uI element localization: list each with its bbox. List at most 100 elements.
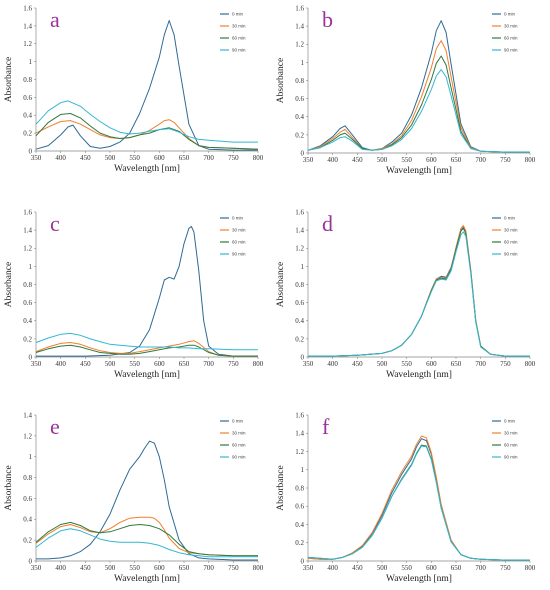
- y-tick-label: 0.8: [23, 76, 32, 84]
- x-tick-label: 500: [377, 360, 388, 368]
- y-tick-label: 0.4: [295, 113, 304, 121]
- x-tick-label: 500: [105, 154, 116, 162]
- legend-label: 0 min: [504, 419, 516, 424]
- legend-label: 30 min: [232, 24, 246, 29]
- series-line-30-min: [307, 435, 530, 561]
- x-axis-label: Wavelength [nm]: [386, 166, 452, 176]
- x-tick-label: 450: [80, 360, 91, 368]
- x-tick-label: 350: [303, 564, 314, 572]
- panel-letter: b: [322, 7, 333, 32]
- legend-label: 30 min: [504, 24, 518, 29]
- legend-label: 60 min: [232, 36, 246, 41]
- x-tick-label: 650: [179, 154, 190, 162]
- x-tick-label: 650: [179, 360, 190, 368]
- x-tick-label: 750: [500, 156, 511, 164]
- x-tick-label: 750: [228, 360, 239, 368]
- y-tick-label: 1: [29, 263, 33, 271]
- y-tick-label: 0: [301, 557, 305, 565]
- x-axis-label: Wavelength [nm]: [114, 370, 180, 380]
- y-tick-label: 0: [29, 353, 33, 361]
- x-tick-label: 800: [253, 564, 264, 572]
- x-tick-label: 400: [327, 156, 338, 164]
- x-axis-label: Wavelength [nm]: [114, 574, 180, 584]
- x-tick-label: 550: [129, 360, 140, 368]
- series-line-60-min: [307, 444, 530, 561]
- panel-a: 0 0.2 0.4 0.6 0.8 1 1.2 1.4 1.6 350 400 450 500 550 60…: [4, 4, 264, 174]
- x-tick-label: 550: [129, 564, 140, 572]
- x-tick-label: 500: [377, 156, 388, 164]
- y-tick-label: 0.2: [295, 131, 304, 139]
- y-tick-label: 0.4: [23, 112, 32, 120]
- x-tick-label: 700: [203, 154, 214, 162]
- y-tick-label: 0.4: [295, 317, 304, 325]
- y-tick-label: 0.8: [23, 474, 32, 482]
- x-tick-label: 450: [352, 564, 363, 572]
- series-line-30-min: [308, 225, 530, 357]
- x-tick-label: 800: [253, 154, 264, 162]
- x-tick-label: 350: [31, 154, 42, 162]
- y-axis-label: Absorbance: [276, 465, 286, 510]
- x-tick-label: 450: [352, 156, 363, 164]
- y-tick-label: 0.6: [23, 299, 32, 307]
- series-line-90-min: [307, 69, 530, 153]
- legend-label: 90 min: [504, 455, 518, 460]
- legend-label: 0 min: [504, 216, 516, 221]
- x-tick-label: 400: [55, 154, 66, 162]
- x-tick-label: 350: [31, 360, 42, 368]
- x-axis-label: Wavelength [nm]: [386, 574, 452, 584]
- x-tick-label: 550: [129, 154, 140, 162]
- x-tick-label: 400: [327, 360, 338, 368]
- x-tick-label: 650: [451, 564, 462, 572]
- x-tick-label: 650: [179, 564, 190, 572]
- x-tick-label: 700: [475, 360, 486, 368]
- series-line-60-min: [35, 344, 258, 357]
- series-line-30-min: [35, 516, 258, 557]
- y-tick-label: 0.8: [23, 281, 32, 289]
- x-tick-label: 400: [327, 564, 338, 572]
- y-tick-label: 1.2: [295, 448, 304, 456]
- x-tick-label: 450: [352, 360, 363, 368]
- y-tick-label: 1: [301, 466, 305, 474]
- y-tick-label: 0.6: [295, 95, 304, 103]
- x-tick-label: 650: [451, 156, 462, 164]
- y-axis-label: Absorbance: [276, 262, 286, 307]
- legend-label: 0 min: [232, 12, 244, 17]
- x-tick-label: 400: [55, 564, 66, 572]
- y-tick-label: 0.4: [295, 521, 304, 529]
- legend-label: 60 min: [232, 443, 246, 448]
- x-tick-label: 700: [475, 564, 486, 572]
- series-line-0-min: [308, 226, 530, 357]
- legend-label: 0 min: [504, 12, 516, 17]
- panel-letter: c: [50, 211, 60, 236]
- y-tick-label: 1.4: [23, 411, 32, 419]
- y-tick-label: 0.4: [23, 516, 32, 524]
- legend-label: 90 min: [232, 252, 246, 257]
- x-tick-label: 350: [303, 360, 314, 368]
- x-tick-label: 750: [500, 360, 511, 368]
- panel-b: 0 0.2 0.4 0.6 0.8 1 1.2 1.4 1.6 350 400 450 500 550 60…: [276, 4, 536, 176]
- y-tick-label: 0.4: [23, 317, 32, 325]
- x-axis-label: Wavelength [nm]: [386, 370, 452, 380]
- y-tick-label: 1.6: [23, 4, 32, 12]
- legend-label: 90 min: [504, 48, 518, 53]
- y-tick-label: 0: [29, 147, 33, 155]
- series-line-90-min: [35, 100, 258, 143]
- series-line-0-min: [307, 20, 530, 153]
- y-tick-label: 0.8: [295, 281, 304, 289]
- y-tick-label: 1.2: [23, 432, 32, 440]
- x-tick-label: 750: [228, 564, 239, 572]
- legend-label: 60 min: [504, 240, 518, 245]
- y-tick-label: 0: [301, 149, 305, 157]
- y-tick-label: 1.2: [23, 40, 32, 48]
- y-tick-label: 0: [29, 557, 33, 565]
- x-tick-label: 600: [154, 154, 165, 162]
- series-line-90-min: [35, 528, 258, 558]
- y-tick-label: 0: [301, 353, 305, 361]
- x-tick-label: 600: [426, 156, 437, 164]
- x-tick-label: 600: [154, 564, 165, 572]
- x-tick-label: 800: [525, 156, 536, 164]
- x-tick-label: 550: [401, 156, 412, 164]
- series-line-60-min: [35, 521, 258, 557]
- y-tick-label: 1.6: [23, 208, 32, 216]
